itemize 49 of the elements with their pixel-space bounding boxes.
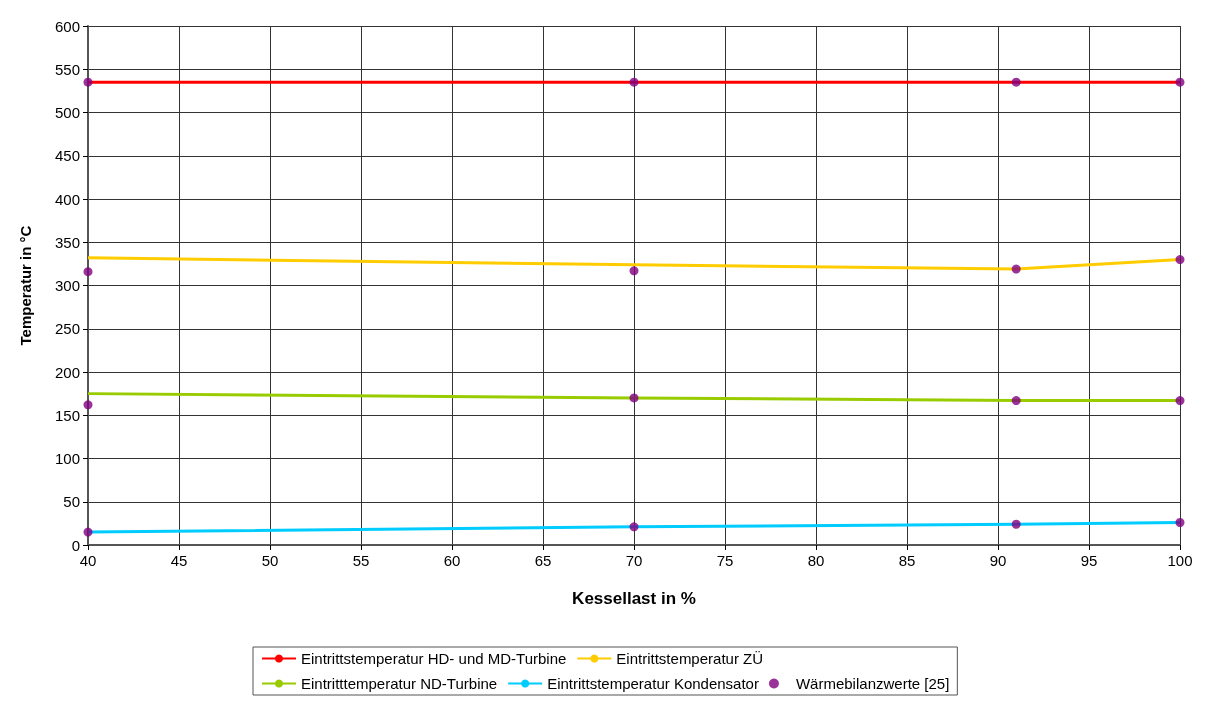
- y-axis-title: Temperatur in °C: [17, 225, 34, 346]
- x-tick-label: 65: [534, 552, 552, 569]
- x-axis-title: Kessellast in %: [572, 589, 696, 608]
- x-tick-label: 90: [989, 552, 1007, 569]
- point: [1011, 77, 1021, 87]
- x-tick-label: 45: [170, 552, 188, 569]
- x-tick-label: 85: [898, 552, 916, 569]
- point: [83, 267, 93, 277]
- point: [629, 77, 639, 87]
- x-tick-label: 100: [1167, 552, 1193, 569]
- point: [83, 400, 93, 410]
- point: [1011, 264, 1021, 274]
- point: [1175, 255, 1185, 265]
- y-tick-label: 350: [54, 233, 80, 251]
- point: [83, 77, 93, 87]
- point: [629, 266, 639, 276]
- point: [629, 393, 639, 403]
- point: [1011, 396, 1021, 406]
- y-tick-label: 0: [71, 536, 80, 554]
- x-tick-label: 70: [625, 552, 643, 569]
- y-tick-label: 600: [54, 17, 80, 35]
- y-tick-label: 50: [63, 493, 80, 511]
- legend-label: Eintrittstemperatur Kondensator: [547, 675, 759, 692]
- legend-label: Eintrittstemperatur HD- und MD-Turbine: [301, 650, 567, 667]
- point: [629, 522, 639, 532]
- y-tick-label: 450: [54, 147, 80, 165]
- legend-label: Eintrittstemperatur ZÜ: [616, 650, 764, 667]
- point: [1175, 396, 1185, 406]
- x-tick-label: 55: [352, 552, 370, 569]
- x-tick-label: 60: [443, 552, 461, 569]
- legend-label: Eintritttemperatur ND-Turbine: [301, 675, 498, 692]
- y-tick-label: 500: [54, 104, 80, 121]
- y-tick-label: 400: [54, 190, 80, 208]
- y-tick-label: 100: [54, 450, 80, 467]
- x-tick-label: 75: [716, 552, 734, 569]
- y-tick-label: 300: [54, 277, 80, 294]
- point: [83, 527, 93, 537]
- y-tick-label: 250: [54, 320, 80, 338]
- x-tick-label: 50: [261, 552, 279, 569]
- x-tick-label: 40: [79, 552, 97, 569]
- y-tick-label: 550: [54, 60, 80, 78]
- point: [1175, 518, 1185, 528]
- legend-label: Wärmebilanzwerte [25]: [795, 675, 950, 692]
- point: [1011, 519, 1021, 529]
- x-tick-label: 95: [1080, 552, 1098, 569]
- x-tick-label: 80: [807, 552, 825, 569]
- point: [1175, 77, 1185, 87]
- y-tick-label: 200: [54, 363, 80, 381]
- y-tick-label: 150: [54, 406, 80, 424]
